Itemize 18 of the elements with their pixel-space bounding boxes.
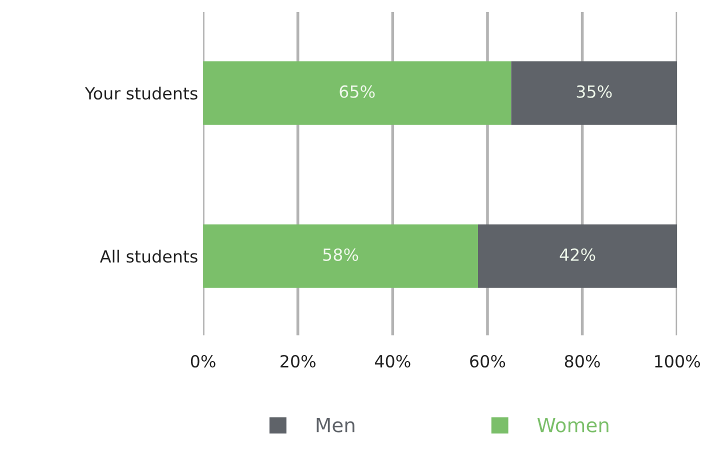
- data-label: 58%: [323, 248, 358, 261]
- bar: [203, 61, 512, 125]
- legend-label: Women: [537, 418, 608, 432]
- data-label: 42%: [560, 248, 596, 261]
- bar: [478, 224, 678, 288]
- bar: [203, 224, 478, 288]
- x-tick-label: 40%: [374, 354, 410, 368]
- y-tick-label: All students: [100, 250, 198, 263]
- data-label: 35%: [576, 85, 612, 98]
- data-label: 65%: [340, 85, 375, 98]
- bar: [511, 61, 678, 125]
- y-tick-label: Your students: [84, 86, 198, 100]
- x-tick-label: 60%: [470, 354, 506, 368]
- x-tick-label: 0%: [190, 354, 216, 368]
- x-tick-label: 80%: [564, 354, 600, 368]
- legend-label: Men: [316, 418, 354, 432]
- x-tick-label: 20%: [280, 354, 316, 368]
- x-tick-label: 100%: [655, 354, 700, 368]
